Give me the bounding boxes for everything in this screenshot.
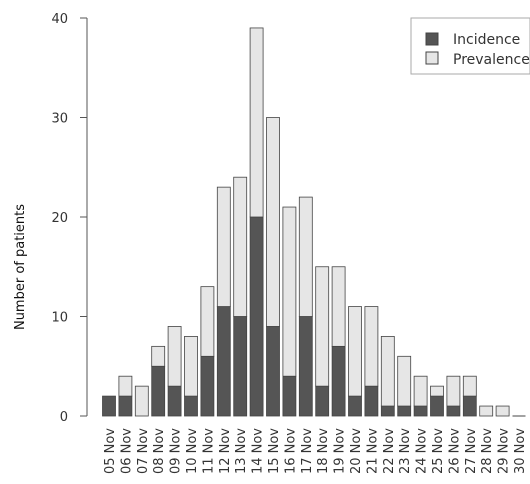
y-axis-label: Number of patients (13, 204, 28, 330)
legend-swatch-prevalence (425, 51, 439, 65)
x-tick-label: 22 Nov (382, 428, 397, 474)
bar-incidence (249, 216, 264, 417)
x-tick-label: 08 Nov (152, 428, 167, 474)
bar-incidence (200, 355, 215, 417)
x-tick-label: 25 Nov (431, 428, 446, 474)
bar-prevalence (200, 286, 215, 357)
bar-incidence (167, 385, 182, 417)
bar-incidence (102, 395, 116, 417)
bar-prevalence (134, 385, 149, 417)
x-tick-label: 19 Nov (333, 428, 348, 474)
y-tick-label: 30 (51, 112, 68, 127)
legend-swatch-incidence (425, 32, 439, 46)
x-tick-label: 23 Nov (398, 428, 413, 474)
bar-prevalence (184, 335, 198, 397)
x-tick-label: 18 Nov (316, 428, 331, 474)
x-tick-label: 12 Nov (218, 428, 233, 474)
y-tick-label: 10 (51, 311, 68, 326)
bar-incidence (397, 405, 412, 417)
legend-label-incidence: Incidence (453, 32, 520, 48)
legend: Incidence Prevalence (410, 17, 530, 75)
bar-incidence (380, 405, 395, 417)
x-tick-label: 06 Nov (119, 428, 134, 474)
bar-incidence (462, 395, 477, 417)
x-tick-label: 30 Nov (513, 428, 528, 474)
bar-incidence (446, 405, 461, 417)
bar-incidence (151, 365, 166, 417)
y-tick-label: 20 (51, 211, 68, 226)
x-tick-label: 15 Nov (267, 428, 282, 474)
x-tick-label: 17 Nov (300, 428, 315, 474)
x-tick-label: 29 Nov (497, 428, 512, 474)
bar-prevalence (249, 27, 264, 218)
x-tick-label: 20 Nov (349, 428, 364, 474)
bar-incidence (233, 316, 248, 417)
y-axis: 0 10 20 30 40 (51, 12, 88, 425)
bar-incidence (184, 395, 198, 417)
x-tick-label: 26 Nov (447, 428, 462, 474)
bar-prevalence (348, 306, 362, 397)
bar-prevalence (446, 375, 461, 407)
bar-prevalence (364, 306, 379, 387)
y-tick-label: 40 (51, 12, 68, 27)
bar-incidence (315, 385, 330, 417)
x-axis-tick-labels: 05 Nov 06 Nov 07 Nov 08 Nov 09 Nov 10 Nov 11 N… (103, 428, 528, 474)
x-tick-label: 07 Nov (136, 428, 151, 474)
bar-prevalence (216, 186, 231, 307)
bar-prevalence (282, 206, 297, 377)
bar-prevalence (397, 355, 412, 407)
bar-prevalence (298, 196, 313, 317)
bar-incidence (430, 395, 444, 417)
bar-prevalence (462, 375, 477, 397)
bar-prevalence (118, 375, 133, 397)
bar-incidence (364, 385, 379, 417)
bar-incidence (216, 306, 231, 417)
bar-prevalence (413, 375, 428, 407)
bar-incidence (331, 345, 346, 417)
bar-incidence (266, 326, 280, 417)
bar-prevalence (315, 266, 330, 387)
x-tick-label: 09 Nov (169, 428, 184, 474)
bar-prevalence (167, 326, 182, 387)
x-tick-label: 14 Nov (251, 428, 266, 474)
legend-box (410, 17, 530, 75)
y-tick-label: 0 (60, 410, 68, 425)
bars (102, 27, 526, 417)
bar-incidence (282, 375, 297, 417)
bar-prevalence (430, 385, 444, 397)
x-tick-label: 28 Nov (480, 428, 495, 474)
x-tick-label: 24 Nov (415, 428, 430, 474)
x-tick-label: 13 Nov (234, 428, 249, 474)
legend-label-prevalence: Prevalence (453, 52, 530, 68)
bar-prevalence (266, 117, 280, 327)
bar-prevalence (479, 405, 494, 417)
x-tick-label: 05 Nov (103, 428, 118, 474)
x-tick-label: 16 Nov (283, 428, 298, 474)
x-tick-label: 10 Nov (185, 428, 200, 474)
bar-incidence (118, 395, 133, 417)
bar-prevalence (151, 345, 166, 367)
bar-prevalence (380, 335, 395, 407)
bar-incidence (298, 316, 313, 417)
bar-incidence (348, 395, 362, 417)
x-tick-label: 11 Nov (201, 428, 216, 474)
x-tick-label: 27 Nov (464, 428, 479, 474)
bar-prevalence (233, 176, 248, 317)
bar-prevalence (331, 266, 346, 347)
x-tick-label: 21 Nov (365, 428, 380, 474)
bar-prevalence (495, 405, 510, 417)
bar-incidence (413, 405, 428, 417)
